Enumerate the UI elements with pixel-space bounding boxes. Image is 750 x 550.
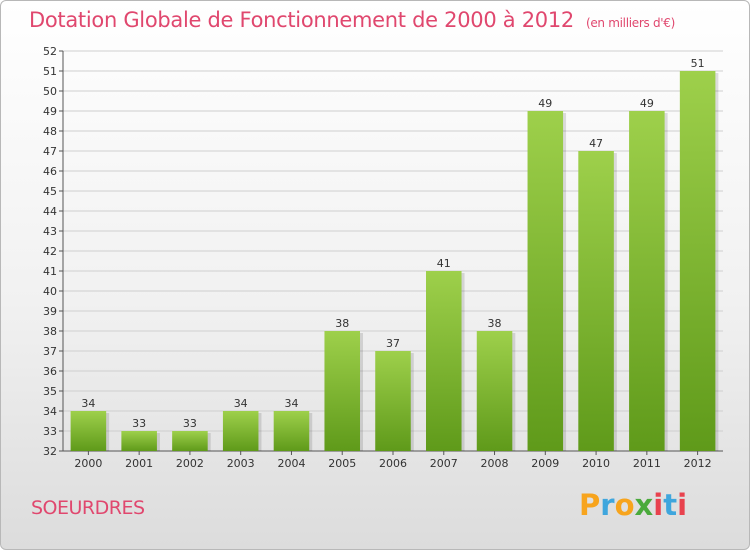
- data-label: 49: [640, 97, 654, 110]
- data-label: 34: [234, 397, 248, 410]
- y-tick-label: 52: [43, 45, 57, 58]
- y-tick-label: 48: [43, 125, 57, 138]
- bar: [629, 111, 665, 451]
- bar: [324, 331, 360, 451]
- x-tick-label: 2002: [176, 457, 204, 470]
- y-tick-label: 34: [43, 405, 57, 418]
- x-tick-label: 2007: [430, 457, 458, 470]
- bar-layer: [70, 71, 719, 451]
- bar: [476, 331, 513, 451]
- y-tick-label: 41: [43, 265, 57, 278]
- proxiti-logo: Proxiti: [579, 488, 687, 522]
- x-tick-label: 2005: [328, 457, 356, 470]
- data-label: 37: [386, 337, 400, 350]
- logo-letter: i: [677, 488, 688, 522]
- y-tick-label: 40: [43, 285, 57, 298]
- data-label: 38: [488, 317, 502, 330]
- x-tick-label: 2000: [74, 457, 102, 470]
- data-label: 41: [437, 257, 451, 270]
- y-tick-label: 35: [43, 385, 57, 398]
- y-tick-label: 45: [43, 185, 57, 198]
- data-label: 34: [81, 397, 95, 410]
- x-tick-label: 2001: [125, 457, 153, 470]
- bar: [426, 271, 462, 451]
- x-tick-label: 2008: [481, 457, 509, 470]
- bar: [679, 71, 716, 451]
- y-tick-label: 42: [43, 245, 57, 258]
- x-tick-label: 2009: [531, 457, 559, 470]
- x-tick-label: 2010: [582, 457, 610, 470]
- y-tick-label: 51: [43, 65, 57, 78]
- data-label: 33: [183, 417, 197, 430]
- x-tick-label: 2004: [277, 457, 305, 470]
- chart-subtitle: (en milliers d'€): [585, 16, 675, 30]
- y-tick-label: 33: [43, 425, 57, 438]
- bar: [375, 351, 411, 451]
- logo-letter: x: [634, 488, 654, 522]
- y-tick-label: 38: [43, 325, 57, 338]
- bar: [578, 151, 614, 451]
- y-tick-label: 43: [43, 225, 57, 238]
- data-label: 49: [538, 97, 552, 110]
- bar: [172, 431, 208, 451]
- data-label: 38: [335, 317, 349, 330]
- x-tick-label: 2003: [227, 457, 255, 470]
- y-tick-label: 47: [43, 145, 57, 158]
- chart-title-text: Dotation Globale de Fonctionnement de 20…: [29, 8, 574, 32]
- y-tick-label: 50: [43, 85, 57, 98]
- logo-letter: r: [600, 488, 615, 522]
- y-tick-label: 46: [43, 165, 57, 178]
- data-label: 51: [691, 57, 705, 70]
- logo-letter: t: [663, 488, 678, 522]
- x-tick-label: 2011: [633, 457, 661, 470]
- bar: [273, 411, 310, 451]
- bar: [222, 411, 259, 451]
- data-label: 33: [132, 417, 146, 430]
- bar: [70, 411, 107, 451]
- chart-title: Dotation Globale de Fonctionnement de 20…: [29, 8, 675, 32]
- logo-letter: o: [614, 488, 635, 522]
- y-tick-label: 39: [43, 305, 57, 318]
- label-layer: 2000 34 2001 33 2002 33 2003 34 2004 34 2005 38 2006…: [74, 57, 711, 470]
- data-label: 47: [589, 137, 603, 150]
- data-label: 34: [284, 397, 298, 410]
- logo-letter: i: [653, 488, 664, 522]
- commune-name: SOEURDRES: [31, 497, 145, 519]
- bar: [121, 431, 157, 451]
- y-tick-label: 44: [43, 205, 57, 218]
- logo-letter: P: [579, 488, 601, 522]
- x-tick-label: 2012: [684, 457, 712, 470]
- y-tick-label: 37: [43, 345, 57, 358]
- y-tick-label: 49: [43, 105, 57, 118]
- x-tick-label: 2006: [379, 457, 407, 470]
- bar: [527, 111, 564, 451]
- y-tick-label: 36: [43, 365, 57, 378]
- y-tick-label: 32: [43, 445, 57, 458]
